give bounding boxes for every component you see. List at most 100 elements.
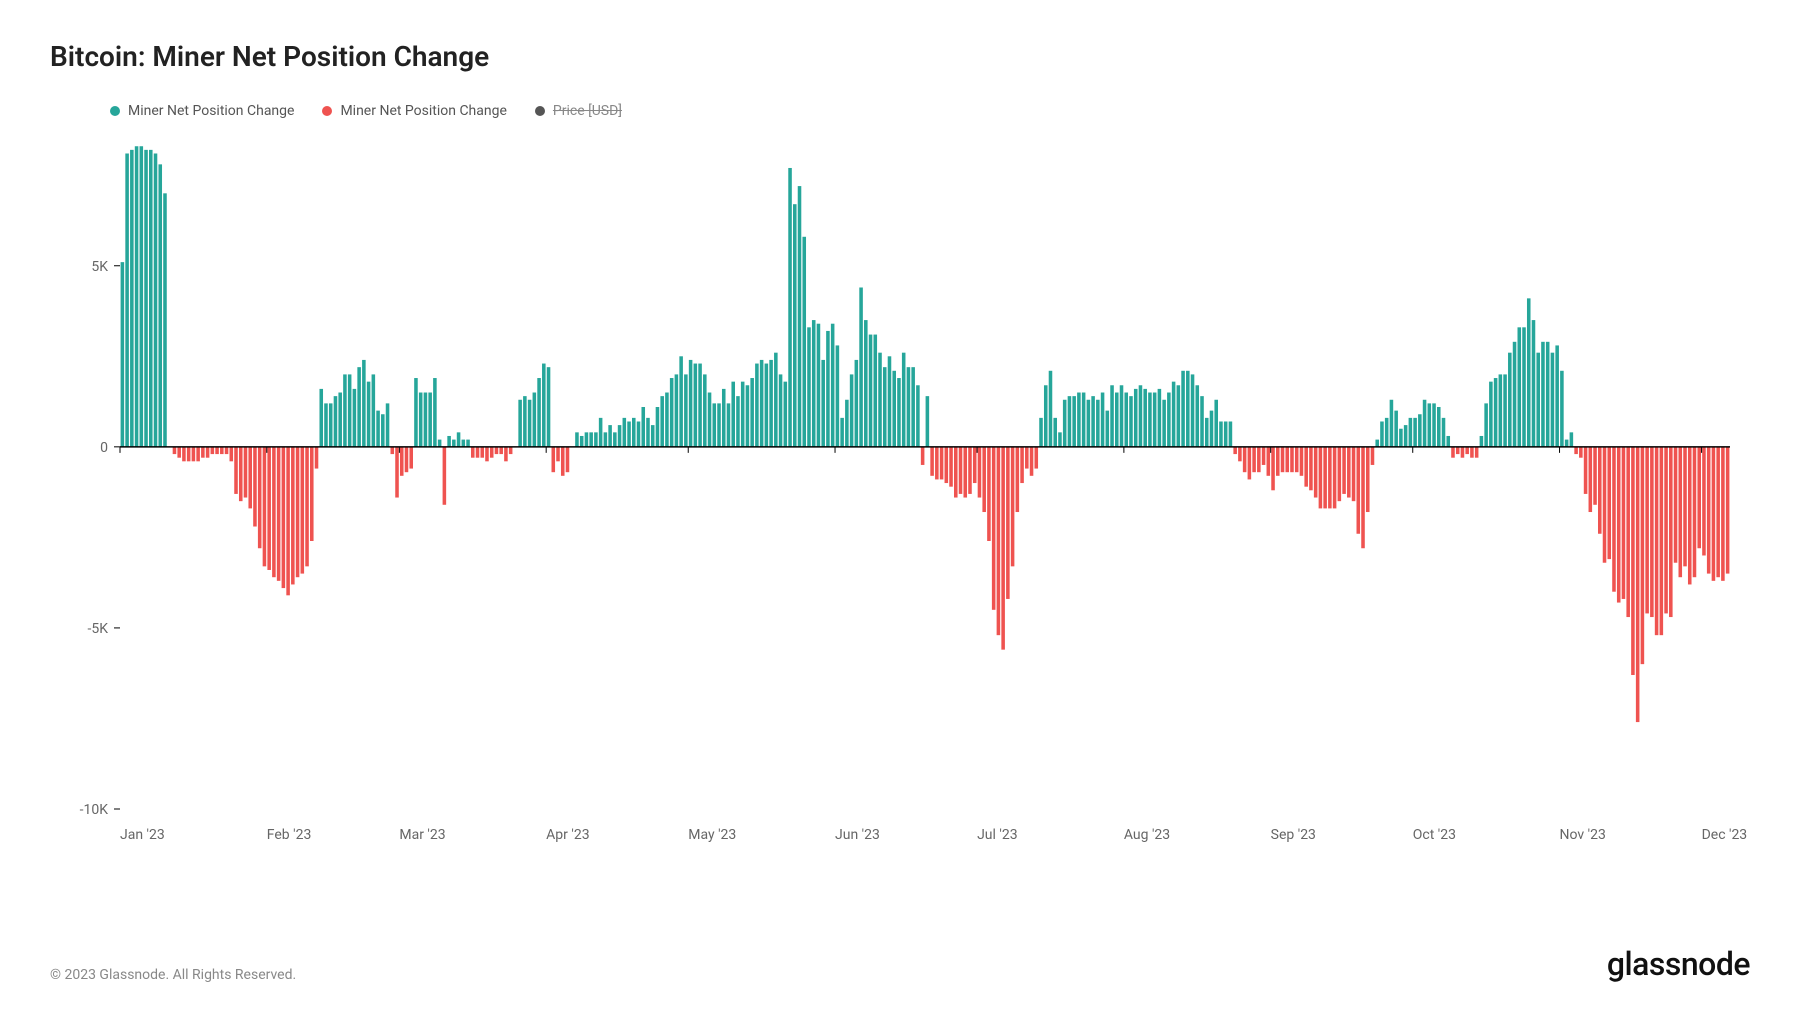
bar [1707,447,1711,574]
bar [499,447,503,454]
bar [1016,447,1020,512]
bar [1262,447,1266,465]
bar [713,403,717,446]
bar [1527,298,1531,446]
bar [1267,447,1271,476]
bar [1584,447,1588,494]
bar [1319,447,1323,509]
bar [594,432,598,446]
bar [386,403,390,446]
bar [665,393,669,447]
bar [1560,371,1564,447]
bar [959,447,963,494]
legend-item-negative[interactable]: Miner Net Position Change [322,103,506,119]
x-tick-label: Jul '23 [977,827,1018,843]
bar [632,418,636,447]
bar [736,396,740,447]
bar [201,447,205,458]
bar [154,153,158,446]
bar [206,447,210,458]
bar [1702,447,1706,556]
bar [1546,342,1550,447]
bar [1035,447,1039,469]
bar [1300,447,1304,476]
bar [1333,447,1337,509]
bar [1404,425,1408,447]
legend-item-positive[interactable]: Miner Net Position Change [110,103,294,119]
bar [973,447,977,483]
bar [698,364,702,447]
bar [1366,447,1370,512]
bar [1513,342,1517,447]
bar [1428,403,1432,446]
bar [272,447,276,577]
bar [1674,447,1678,563]
bar [305,447,309,567]
bar [675,374,679,446]
x-tick-label: Mar '23 [399,827,445,843]
bar [1664,447,1668,614]
bar [722,389,726,447]
bar [1607,447,1611,559]
bar [1570,432,1574,446]
bar [1068,396,1072,447]
bar [831,324,835,447]
bar [1129,396,1133,447]
bar [1143,389,1147,447]
bar [878,353,882,447]
bar [1001,447,1005,650]
bar [1413,418,1417,447]
bar [428,393,432,447]
bar [362,360,366,447]
bar [1726,447,1730,574]
bar [670,378,674,447]
bar [121,262,125,447]
bar [651,425,655,447]
bar [1551,353,1555,447]
legend-label-positive: Miner Net Position Change [128,103,294,119]
bar [1409,418,1413,447]
bar [1574,447,1578,454]
bar [1645,447,1649,614]
bar [802,237,806,447]
bar [1063,400,1067,447]
bar [1541,342,1545,447]
bar [1077,393,1081,447]
bar [258,447,262,548]
bar [1394,411,1398,447]
bar [1352,447,1356,501]
bar [230,447,234,461]
bar [1475,447,1479,458]
y-tick-label: 5K [91,259,108,275]
bar [1683,447,1687,567]
bar [187,447,191,461]
y-tick-label: -10K [80,802,109,818]
bar [1338,447,1342,501]
bar [1011,447,1015,567]
bar [263,447,267,567]
bar [277,447,281,581]
bar [301,447,305,574]
bar [163,193,167,447]
bar [717,403,721,446]
bar [296,447,300,577]
bar [215,447,219,454]
bar [1020,447,1024,483]
bar [504,447,508,461]
bar [703,374,707,446]
bar [130,150,134,447]
bar [1238,447,1242,461]
x-tick-label: Oct '23 [1413,827,1456,843]
bar [1186,371,1190,447]
bar [575,432,579,446]
bar [1200,396,1204,447]
legend-item-price[interactable]: Price [USD] [535,103,622,119]
bar [1626,447,1630,617]
bar [585,432,589,446]
bar [869,335,873,447]
bar [1617,447,1621,603]
bar [234,447,238,494]
bar [1053,418,1057,447]
bar [173,447,177,454]
bar [239,447,243,501]
